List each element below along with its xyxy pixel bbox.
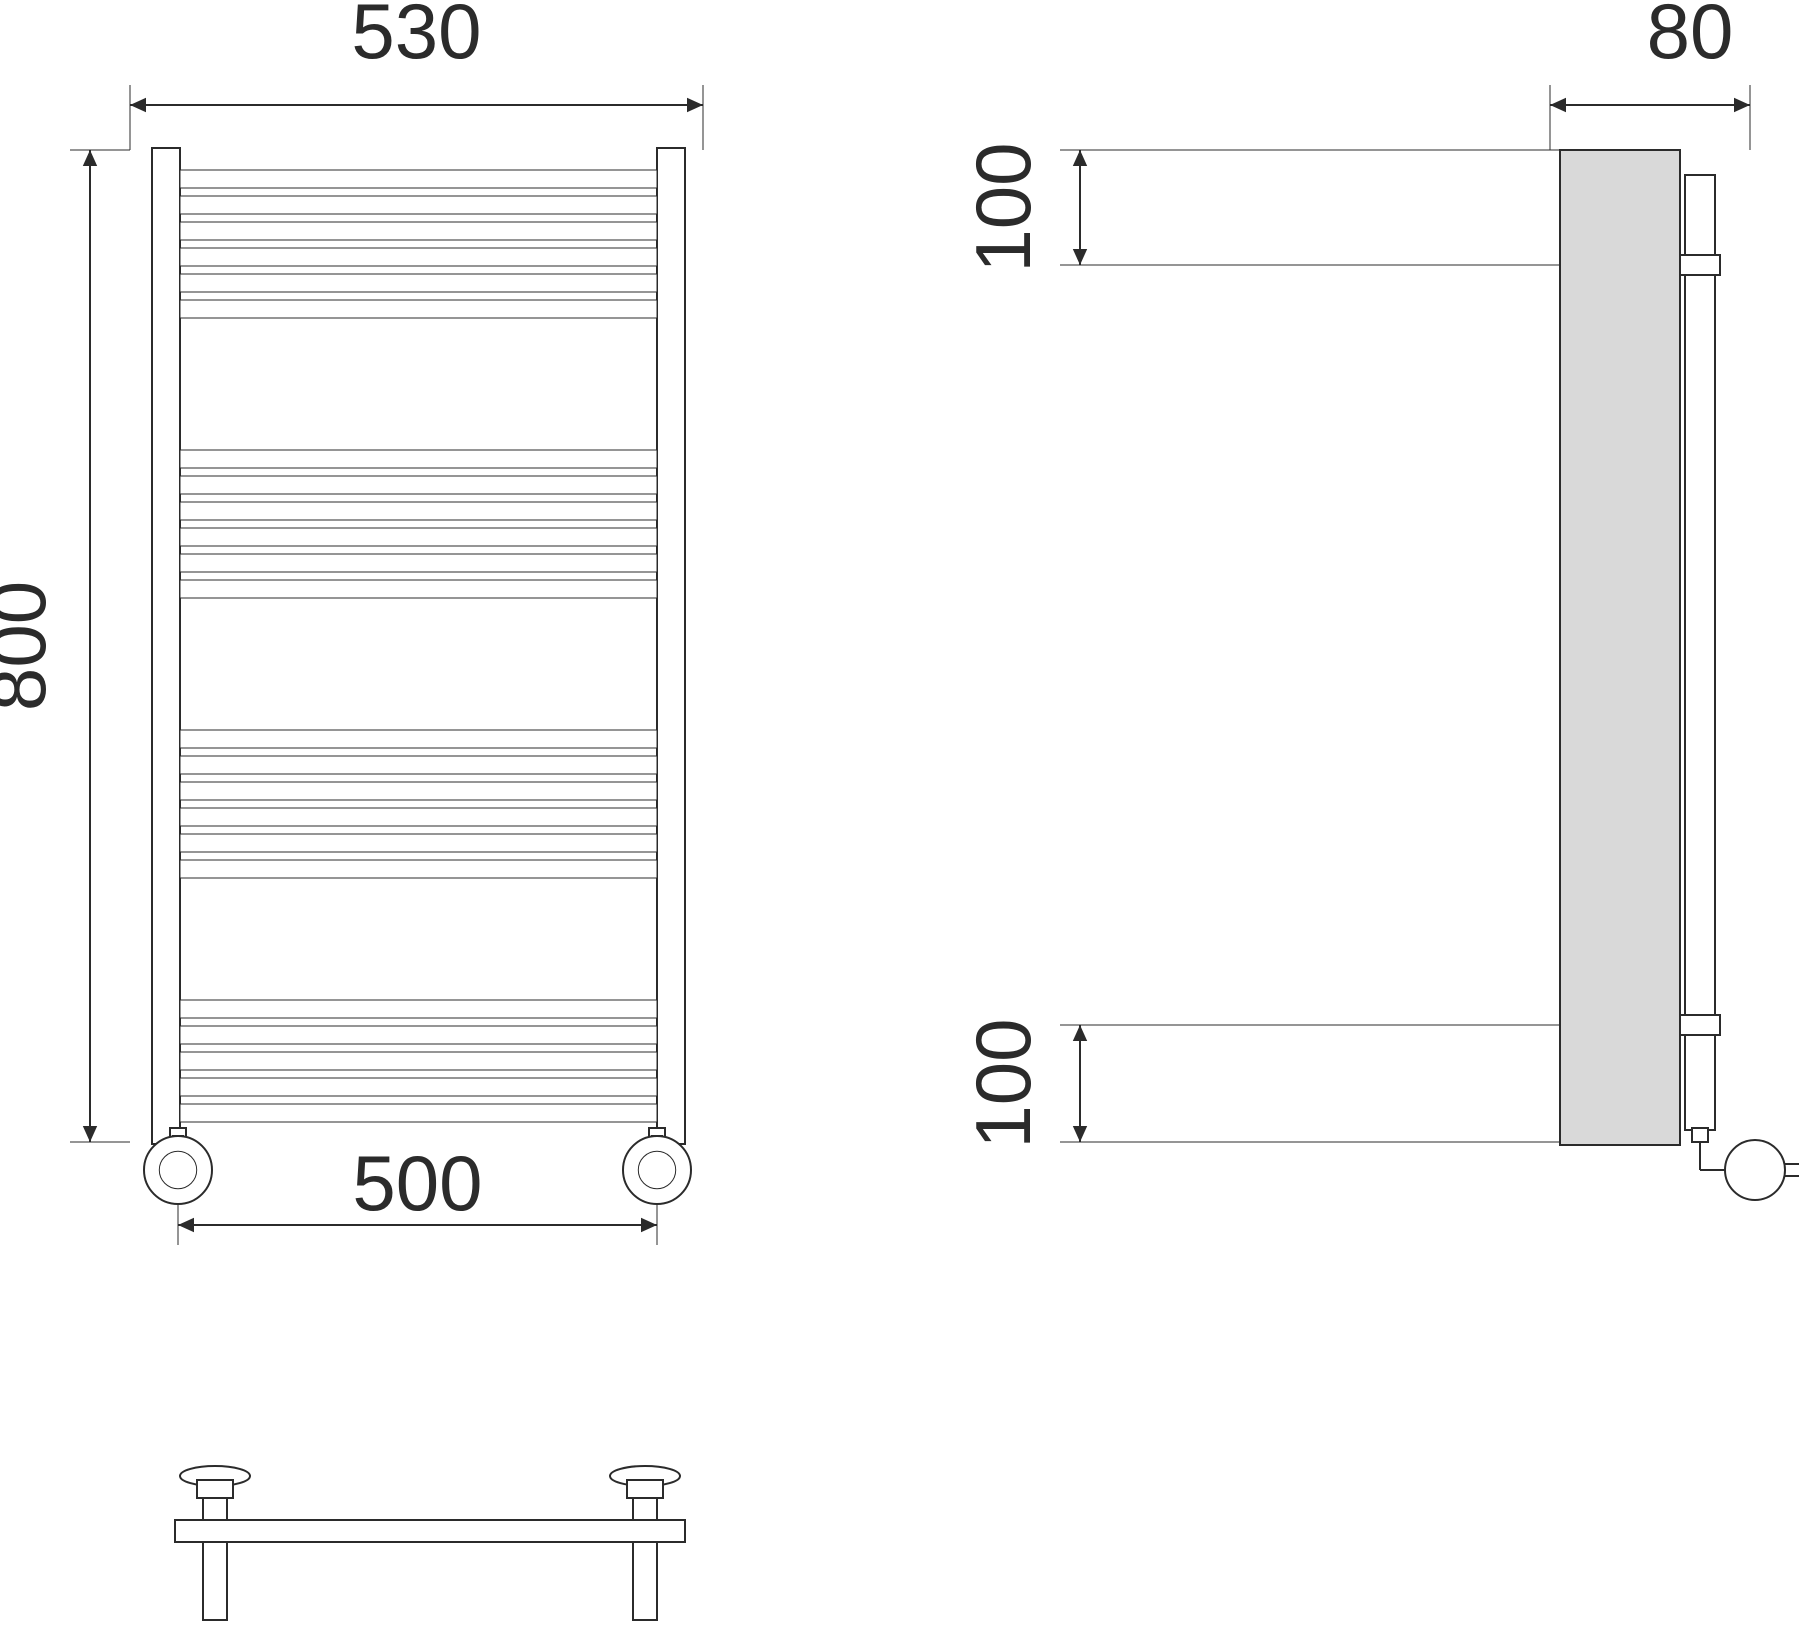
right-post	[657, 148, 685, 1144]
side-view	[1560, 150, 1799, 1200]
mount-pipe-0	[203, 1542, 227, 1620]
bar-group1-bar1	[180, 476, 657, 494]
side-valve	[1725, 1140, 1785, 1200]
dim-pipe-centers-label: 500	[352, 1139, 482, 1227]
bracket-top	[1680, 255, 1720, 275]
bar-group2-bar4	[180, 834, 657, 852]
left-post	[152, 148, 180, 1144]
bar-group1-bar2	[180, 502, 657, 520]
bracket-bottom	[1680, 1015, 1720, 1035]
bar-group0-bar5	[180, 300, 657, 318]
bar-group2-bar1	[180, 756, 657, 774]
side-tube	[1685, 175, 1715, 1130]
bar-group3-bar4	[180, 1104, 657, 1122]
dim-overall-height	[70, 150, 130, 1142]
dim-bottom-offset	[1060, 1025, 1560, 1142]
bar-group3-bar1	[180, 1026, 657, 1044]
bar-group2-bar5	[180, 860, 657, 878]
top-view	[175, 1466, 685, 1620]
bar-group3-bar2	[180, 1052, 657, 1070]
mount-pipe-1	[633, 1542, 657, 1620]
top-bar	[175, 1520, 685, 1542]
bar-group0-bar3	[180, 248, 657, 266]
bar-group0-bar2	[180, 222, 657, 240]
bar-group1-bar0	[180, 450, 657, 468]
bar-group2-bar3	[180, 808, 657, 826]
valve-1	[623, 1136, 691, 1204]
bar-group1-bar3	[180, 528, 657, 546]
bar-group3-bar0	[180, 1000, 657, 1018]
valve-0	[144, 1136, 212, 1204]
dim-top-offset-label: 100	[959, 142, 1047, 272]
dim-top-offset	[1060, 150, 1560, 265]
bar-group2-bar0	[180, 730, 657, 748]
dim-overall-width-label: 530	[351, 0, 481, 75]
dim-overall-width	[130, 85, 703, 150]
bar-group3-bar3	[180, 1078, 657, 1096]
dim-bottom-offset-label: 100	[959, 1018, 1047, 1148]
dim-depth-label: 80	[1647, 0, 1734, 75]
bar-group0-bar4	[180, 274, 657, 292]
bar-group2-bar2	[180, 782, 657, 800]
bar-group0-bar0	[180, 170, 657, 188]
bar-group0-bar1	[180, 196, 657, 214]
side-panel	[1560, 150, 1680, 1145]
front-view	[144, 148, 691, 1204]
bar-group1-bar4	[180, 554, 657, 572]
dim-overall-height-label: 800	[0, 581, 62, 711]
bar-group1-bar5	[180, 580, 657, 598]
